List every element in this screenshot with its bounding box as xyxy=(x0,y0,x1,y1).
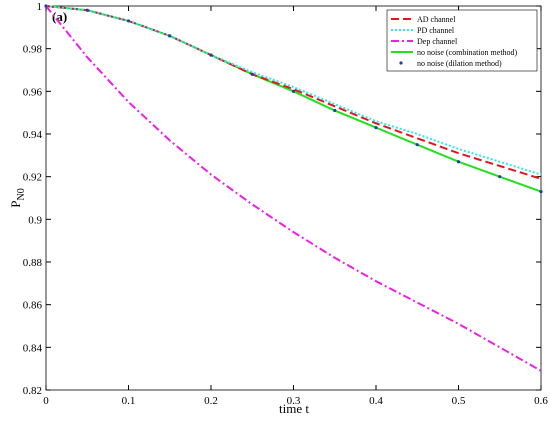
series-line xyxy=(45,5,542,372)
x-tick-label: 0.4 xyxy=(369,395,383,407)
legend-label: AD channel xyxy=(417,15,456,24)
data-point xyxy=(456,160,461,164)
legend-label: PD channel xyxy=(417,26,455,35)
data-point xyxy=(126,19,131,23)
data-point xyxy=(333,108,337,113)
legend-label: Dep channel xyxy=(417,37,458,46)
data-point xyxy=(415,143,419,147)
data-point xyxy=(539,190,543,194)
x-tick-label: 0.6 xyxy=(534,395,548,407)
data-point xyxy=(291,89,296,93)
data-point xyxy=(168,34,172,38)
x-tick-label: 0.1 xyxy=(122,395,136,407)
legend-label: no noise (dilation method) xyxy=(417,59,502,68)
x-tick-label: 0 xyxy=(43,395,49,407)
data-point xyxy=(250,72,254,76)
data-point xyxy=(209,53,213,57)
data-point xyxy=(374,126,378,130)
y-tick-label: 0.96 xyxy=(23,86,43,98)
x-axis-label: time t xyxy=(279,401,309,416)
y-tick-label: 0.92 xyxy=(23,172,42,184)
y-tick-label: 1 xyxy=(37,1,43,13)
x-tick-label: 0.2 xyxy=(204,395,218,407)
data-point xyxy=(44,4,48,8)
annotation: (a) xyxy=(52,9,67,24)
y-tick-label: 0.82 xyxy=(23,385,42,397)
y-tick-label: 0.9 xyxy=(28,214,42,226)
y-tick-label: 0.98 xyxy=(23,44,43,56)
y-label-main: P xyxy=(8,201,23,208)
y-label-sub: N0 xyxy=(16,188,27,200)
legend-label: no noise (combination method) xyxy=(417,48,518,57)
y-tick-label: 0.94 xyxy=(23,129,43,141)
data-point xyxy=(498,175,502,179)
x-tick-label: 0.5 xyxy=(452,395,466,407)
y-tick-label: 0.84 xyxy=(23,342,43,354)
x-tick-label: 0.3 xyxy=(287,395,301,407)
legend-swatch xyxy=(399,61,403,65)
y-axis-label: PN0 xyxy=(8,188,27,207)
y-tick-label: 0.88 xyxy=(23,257,43,269)
data-point xyxy=(85,8,89,12)
y-tick-label: 0.86 xyxy=(23,300,43,312)
